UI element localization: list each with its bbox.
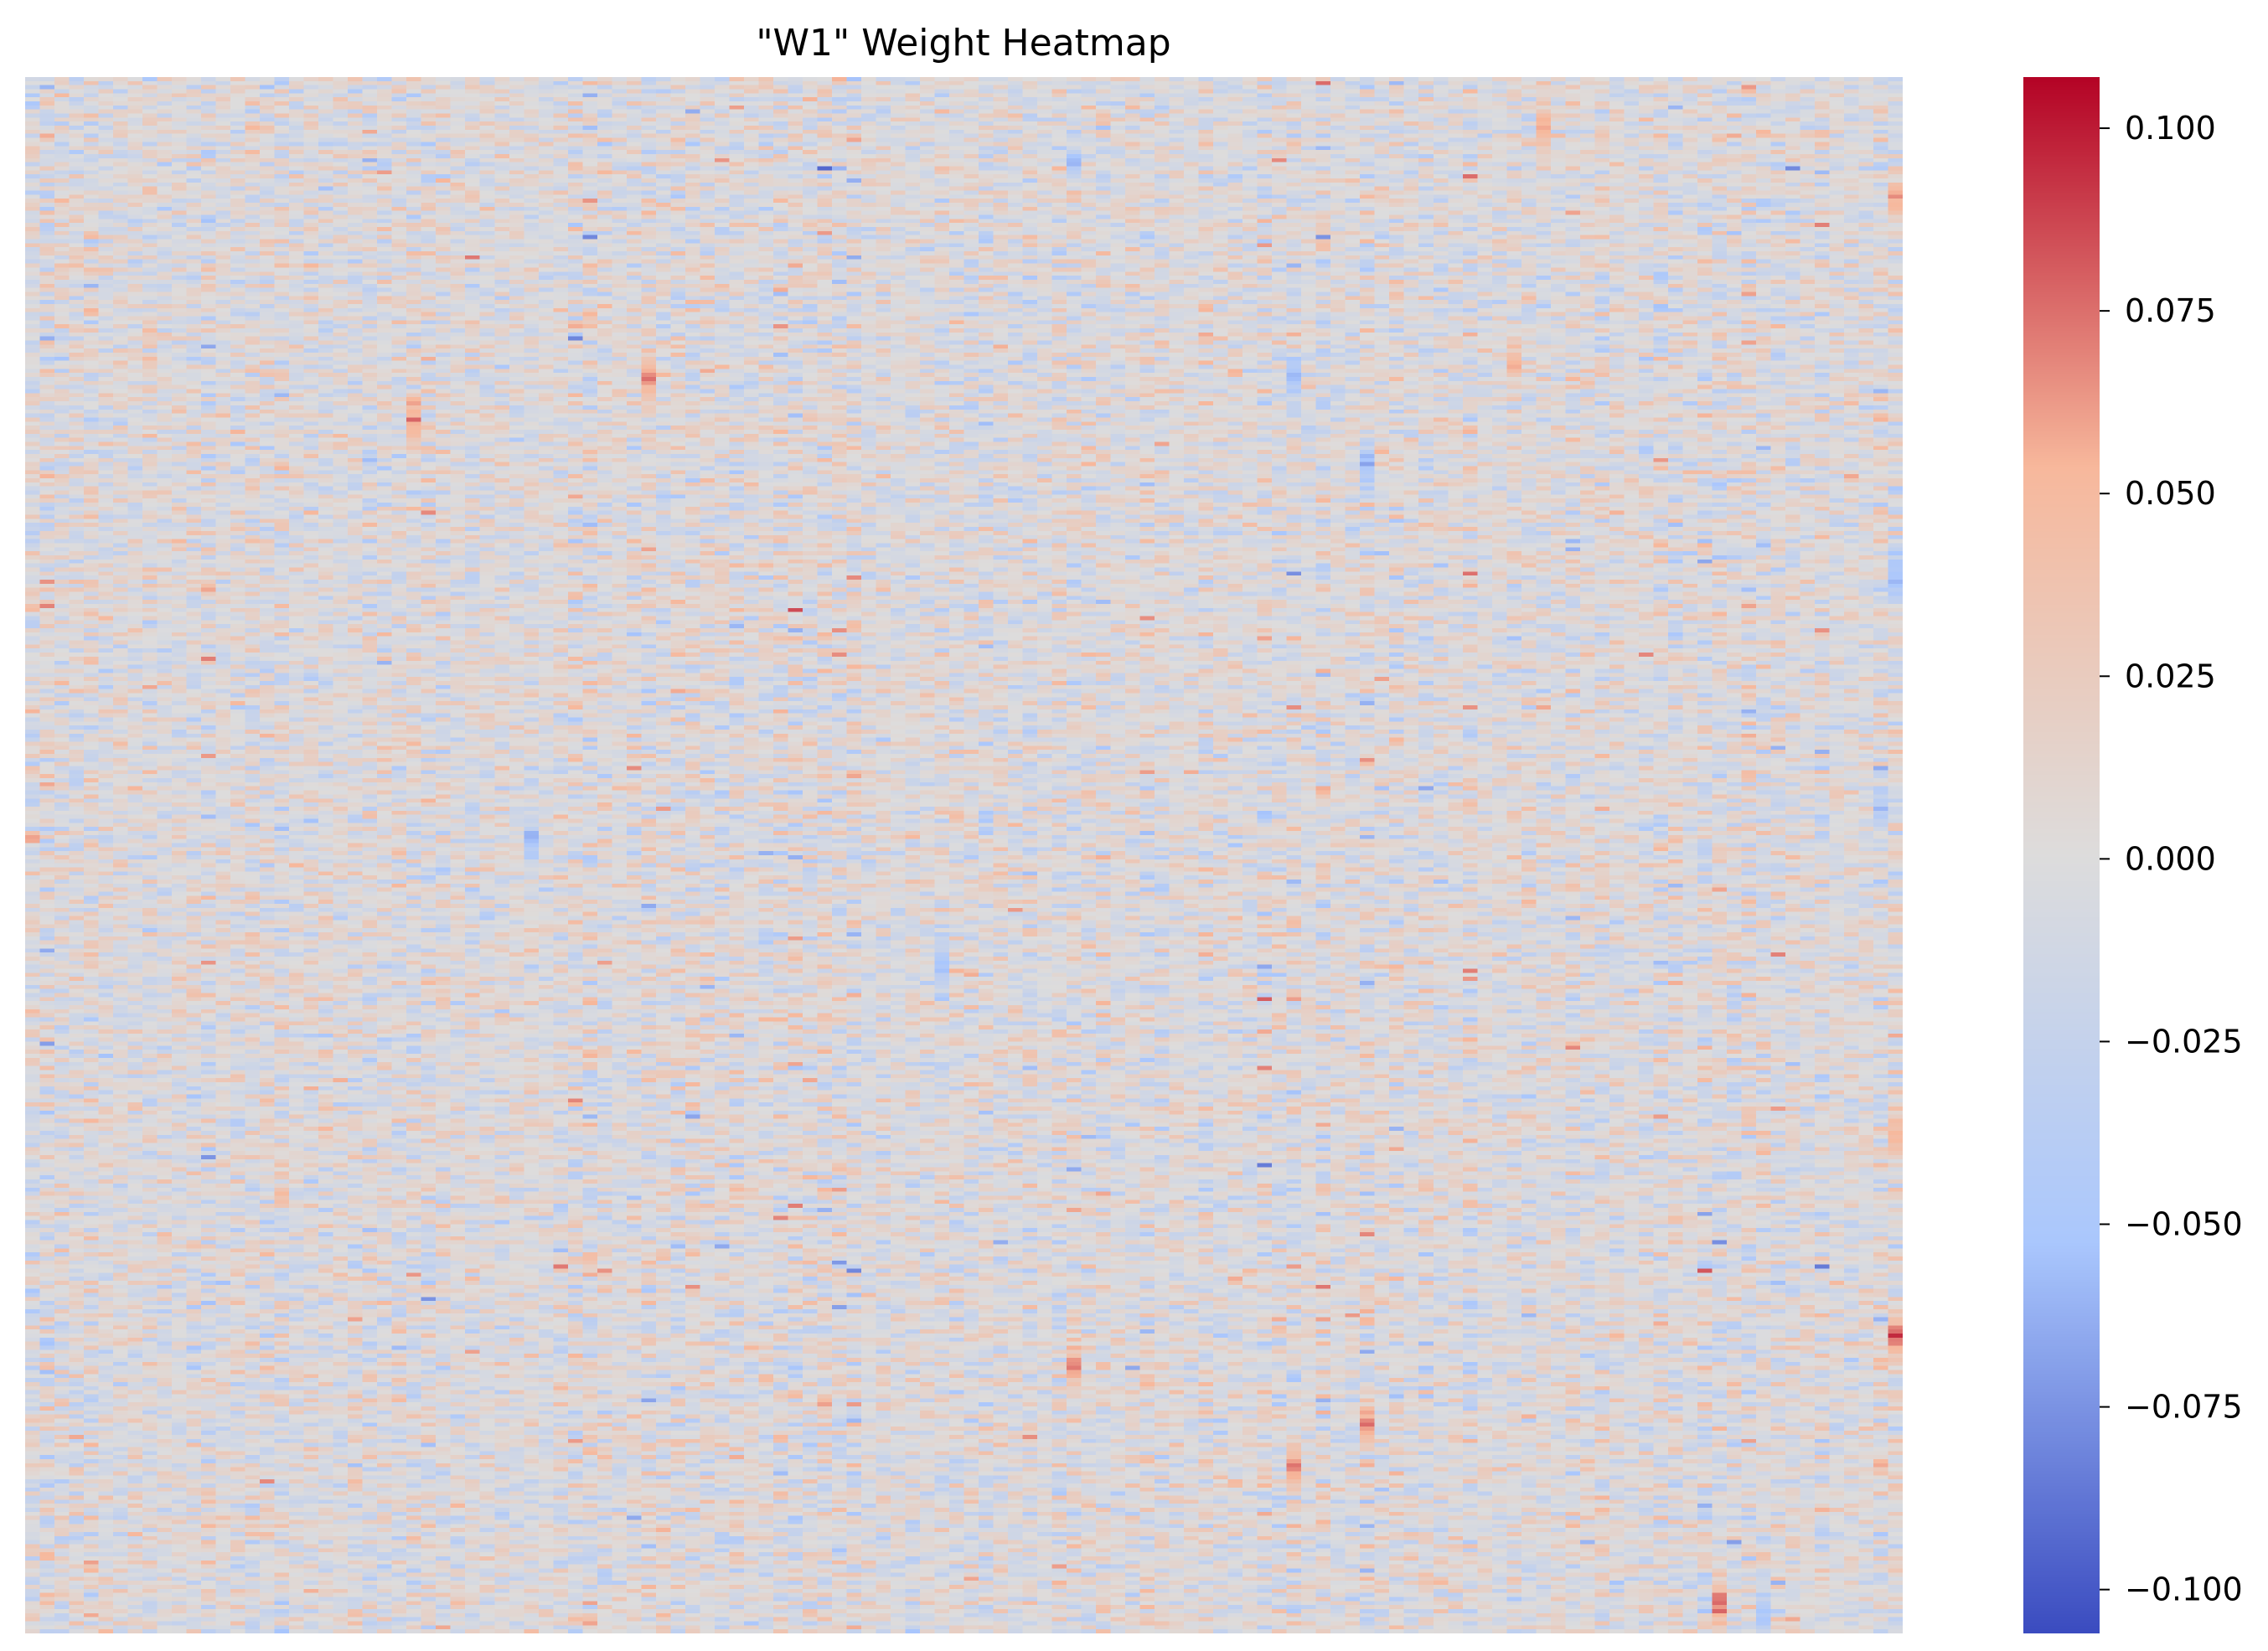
colorbar-tick-label: 0.025 bbox=[2125, 658, 2216, 694]
colorbar-ticks: 0.100 0.075 0.050 0.025 0.000 −0.025 −0.050 −0.… bbox=[2100, 110, 2243, 1608]
colorbar-gradient bbox=[2023, 77, 2100, 1633]
colorbar-tick-label: 0.075 bbox=[2125, 292, 2216, 329]
chart-title: "W1" Weight Heatmap bbox=[756, 22, 1170, 64]
colorbar-tick-label: −0.100 bbox=[2125, 1571, 2243, 1608]
colorbar-tick-label: −0.050 bbox=[2125, 1206, 2243, 1243]
colorbar-tick-label: 0.050 bbox=[2125, 475, 2216, 512]
colorbar-tick-label: 0.000 bbox=[2125, 840, 2216, 877]
heatmap-plot-area bbox=[25, 77, 1903, 1633]
heatmap-cells bbox=[25, 77, 1903, 1633]
colorbar-tick-label: 0.100 bbox=[2125, 110, 2216, 147]
colorbar-tick-label: −0.025 bbox=[2125, 1023, 2243, 1060]
colorbar-tick-label: −0.075 bbox=[2125, 1389, 2243, 1426]
colorbar: 0.100 0.075 0.050 0.025 0.000 −0.025 −0.050 −0.… bbox=[2023, 77, 2243, 1633]
